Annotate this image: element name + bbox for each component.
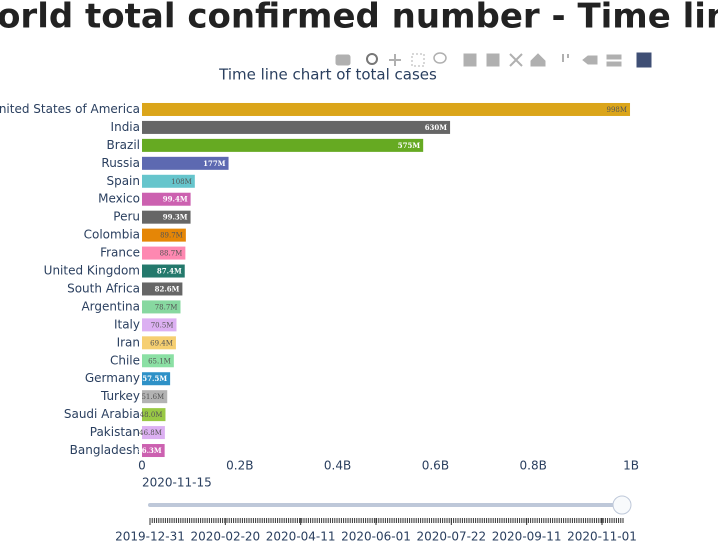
reset-icon[interactable] <box>530 53 546 67</box>
category-label: France <box>100 246 140 260</box>
bar <box>142 120 451 134</box>
slider-handle[interactable] <box>612 495 632 515</box>
value-label: 108M <box>171 178 192 186</box>
autoscale-icon[interactable] <box>509 53 523 67</box>
category-label: Bangladesh <box>70 443 140 457</box>
bar <box>142 264 185 278</box>
zoom-icon[interactable] <box>366 53 378 65</box>
category-label: Pakistan <box>90 425 140 439</box>
category-label: Germany <box>85 371 140 385</box>
bar <box>142 156 229 170</box>
bar <box>142 210 191 224</box>
zoom-in-icon[interactable] <box>463 53 477 67</box>
value-label: 70.5M <box>151 321 174 329</box>
category-label: Russia <box>101 156 140 170</box>
category-label: Argentina <box>81 299 140 313</box>
value-label: 57.5M <box>142 374 167 383</box>
slider-label: 2020-07-22 <box>416 530 486 544</box>
value-label: 998M <box>606 106 627 114</box>
category-label: Turkey <box>100 389 140 403</box>
category-label: Peru <box>113 210 140 224</box>
bar <box>142 300 181 314</box>
category-label: India <box>111 120 140 134</box>
bar <box>142 228 186 242</box>
hover-compare-icon-2[interactable] <box>606 61 622 67</box>
bar <box>142 318 177 332</box>
bar <box>142 102 631 116</box>
bar <box>142 444 165 458</box>
value-label: 69.4M <box>150 339 173 347</box>
value-label: 177M <box>203 159 226 168</box>
pan-icon[interactable] <box>389 54 401 66</box>
value-label: 46.3M <box>137 446 162 455</box>
value-label: 89.7M <box>160 232 183 240</box>
value-label: 46.8M <box>139 429 162 437</box>
toolbar <box>335 52 652 68</box>
x-tick-label: 0.2B <box>226 459 253 473</box>
category-label: Chile <box>110 353 140 367</box>
bar <box>142 138 424 152</box>
category-label: United Kingdom <box>44 264 140 278</box>
slider-label: 2020-06-01 <box>341 530 411 544</box>
hover-compare-icon[interactable] <box>606 54 622 60</box>
bar <box>142 408 166 422</box>
value-label: 82.6M <box>155 284 180 293</box>
bar <box>142 336 176 350</box>
bar <box>142 426 165 440</box>
x-tick-label: 0 <box>138 459 146 473</box>
camera-icon[interactable] <box>335 54 351 66</box>
bar <box>142 246 186 260</box>
bar <box>142 354 174 368</box>
bar <box>142 174 195 188</box>
category-label: Mexico <box>98 192 140 206</box>
x-tick-label: 0.6B <box>422 459 449 473</box>
slider-label: 2020-04-11 <box>266 530 336 544</box>
lasso-icon[interactable] <box>433 52 447 64</box>
slider-label: 2020-02-20 <box>190 530 260 544</box>
slider-label: 2020-11-01 <box>567 530 637 544</box>
bar <box>142 282 183 296</box>
bar <box>142 390 168 404</box>
value-label: 99.3M <box>163 213 188 222</box>
x-tick-label: 0.4B <box>324 459 351 473</box>
category-label: Iran <box>117 335 140 349</box>
value-label: 48.0M <box>140 411 163 419</box>
value-label: 88.7M <box>160 250 183 258</box>
category-label: Brazil <box>107 138 141 152</box>
category-label: Italy <box>114 317 140 331</box>
select-icon[interactable] <box>411 53 425 67</box>
bar <box>142 192 191 206</box>
value-label: 65.1M <box>148 357 171 365</box>
category-label: Spain <box>106 174 140 188</box>
category-label: Saudi Arabia <box>64 407 140 421</box>
value-label: 87.4M <box>157 267 182 276</box>
value-label: 575M <box>398 141 421 150</box>
category-label: Colombia <box>84 228 140 242</box>
x-tick-label: 0.8B <box>520 459 547 473</box>
spike-icon[interactable] <box>562 54 569 62</box>
hover-closest-icon[interactable] <box>582 55 598 65</box>
chart-title: Time line chart of total cases <box>218 66 437 84</box>
value-label: 99.4M <box>163 195 188 204</box>
value-label: 78.7M <box>155 303 178 311</box>
value-label: 51.6M <box>141 393 164 401</box>
plotly-logo[interactable] <box>636 52 652 68</box>
category-label: South Africa <box>67 281 140 295</box>
category-label: United States of America <box>0 102 140 116</box>
value-label: 630M <box>425 123 448 132</box>
x-tick-label: 1B <box>623 459 639 473</box>
slider-label: 2019-12-31 <box>115 530 185 544</box>
bar <box>142 372 171 386</box>
page-heading: World total confirmed number - Time line <box>0 0 718 37</box>
slider-label: 2020-09-11 <box>492 530 562 544</box>
zoom-out-icon[interactable] <box>486 53 500 67</box>
slider-current-value: 2020-11-15 <box>142 476 212 490</box>
